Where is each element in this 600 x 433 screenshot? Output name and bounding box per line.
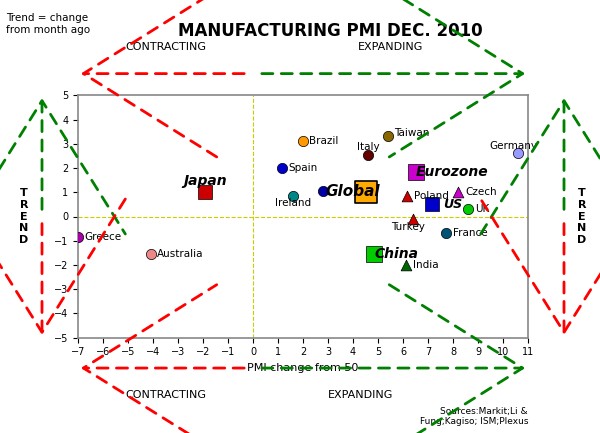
Point [363,151,373,158]
Point [288,192,298,199]
Point [318,187,328,194]
Point [73,234,83,241]
Text: T
R
E
N
D: T R E N D [577,188,587,245]
Point [453,189,463,196]
Text: Greece: Greece [84,232,121,242]
Point [427,201,437,208]
Text: Germany: Germany [489,141,537,151]
Text: Spain: Spain [288,163,317,173]
Text: T
R
E
N
D: T R E N D [19,188,29,245]
Point [463,206,473,213]
Point [200,189,210,196]
Point [408,216,418,223]
Text: Eurozone: Eurozone [415,165,488,179]
Text: MANUFACTURING PMI DEC. 2010: MANUFACTURING PMI DEC. 2010 [178,22,482,40]
Text: EXPANDING: EXPANDING [358,42,423,52]
Text: Brazil: Brazil [309,136,338,146]
Point [370,251,379,258]
Text: EXPANDING: EXPANDING [328,390,393,400]
Text: Global: Global [325,184,380,199]
Text: Taiwan: Taiwan [394,128,430,138]
Text: Australia: Australia [157,249,203,259]
Text: Sources:Markit;Li &
Fung;Kagiso; ISM;Plexus: Sources:Markit;Li & Fung;Kagiso; ISM;Ple… [419,407,528,427]
Text: Poland: Poland [414,191,449,201]
Point [440,230,450,237]
Text: Italy: Italy [356,142,379,152]
Text: CONTRACTING: CONTRACTING [125,42,206,52]
Text: Turkey: Turkey [391,223,425,233]
Text: US: US [443,198,462,211]
Point [410,168,420,175]
Text: UK: UK [476,204,490,214]
X-axis label: PMI change from 50: PMI change from 50 [247,363,359,373]
Point [298,138,308,145]
Point [402,192,412,199]
Text: China: China [374,247,418,261]
Text: Czech: Czech [466,187,497,197]
Text: CONTRACTING: CONTRACTING [125,390,206,400]
Text: Japan: Japan [184,174,227,188]
Point [513,150,523,157]
Point [277,165,287,171]
Point [401,262,410,268]
Text: Trend = change
from month ago: Trend = change from month ago [6,13,90,35]
Point [383,133,393,140]
Text: Ireland: Ireland [275,198,311,208]
Text: India: India [413,260,439,270]
Point [361,189,370,196]
Text: France: France [453,229,488,239]
Point [146,251,155,258]
